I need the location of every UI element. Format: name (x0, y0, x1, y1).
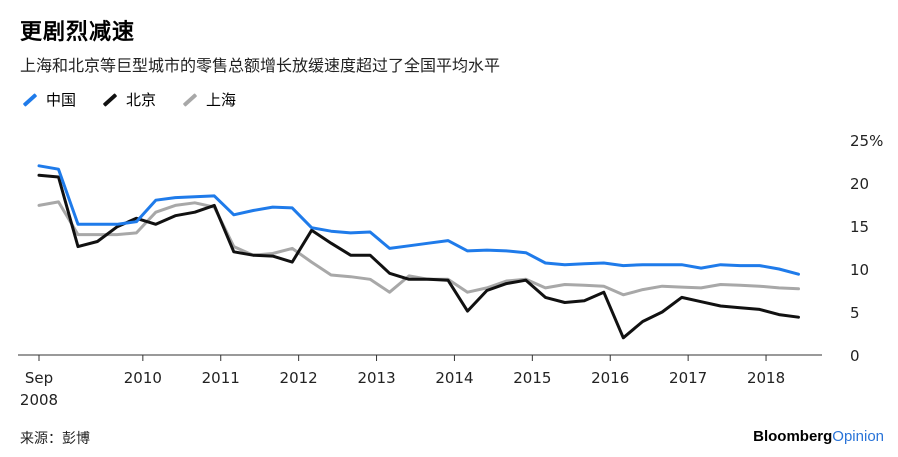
y-tick-label: 25% (850, 132, 883, 150)
x-tick-label: 2010 (124, 369, 162, 387)
x-axis: Sep 2008 2010 2011 2012 2013 2014 2015 2016 2017 2… (18, 354, 822, 409)
y-tick-label: 0 (850, 347, 860, 365)
x-tick-label: 2012 (280, 369, 318, 387)
legend-label-beijing: 北京 (126, 91, 157, 109)
series-line-china (37, 164, 800, 276)
x-tick-label: 2011 (202, 369, 240, 387)
chart-legend: 中国 北京 上海 (22, 89, 262, 110)
legend-item-shanghai: 上海 (182, 89, 236, 110)
x-tick-label: Sep (25, 369, 53, 387)
x-tick-label: 2008 (20, 391, 58, 409)
chart-subtitle: 上海和北京等巨型城市的零售总额增长放缓速度超过了全国平均水平 (20, 56, 501, 75)
series-layer (37, 164, 800, 340)
source-note: 来源：彭博 (20, 431, 90, 447)
x-tick-label: 2017 (669, 369, 707, 387)
series-line-beijing (37, 173, 800, 340)
x-tick-label: 2018 (747, 369, 785, 387)
legend-item-beijing: 北京 (102, 89, 156, 110)
y-tick-label: 20 (850, 175, 869, 193)
x-tick-label: 2016 (591, 369, 629, 387)
legend-label-shanghai: 上海 (206, 91, 237, 109)
legend-item-china: 中国 (22, 89, 76, 110)
series-line-shanghai (37, 200, 800, 297)
brand-part-bloomberg: Bloomberg (753, 428, 833, 445)
x-tick-label: 2015 (513, 369, 551, 387)
y-tick-label: 10 (850, 261, 869, 279)
brand-logo: BloombergOpinion (753, 428, 884, 445)
x-tick-label: 2013 (357, 369, 395, 387)
chart-title: 更剧烈减速 (20, 20, 136, 45)
y-axis: 0 5 10 15 20 25% (850, 132, 883, 365)
y-tick-label: 15 (850, 218, 869, 236)
legend-label-china: 中国 (46, 91, 77, 109)
x-tick-label: 2014 (435, 369, 473, 387)
y-tick-label: 5 (850, 304, 860, 322)
brand-part-opinion: Opinion (832, 428, 884, 445)
